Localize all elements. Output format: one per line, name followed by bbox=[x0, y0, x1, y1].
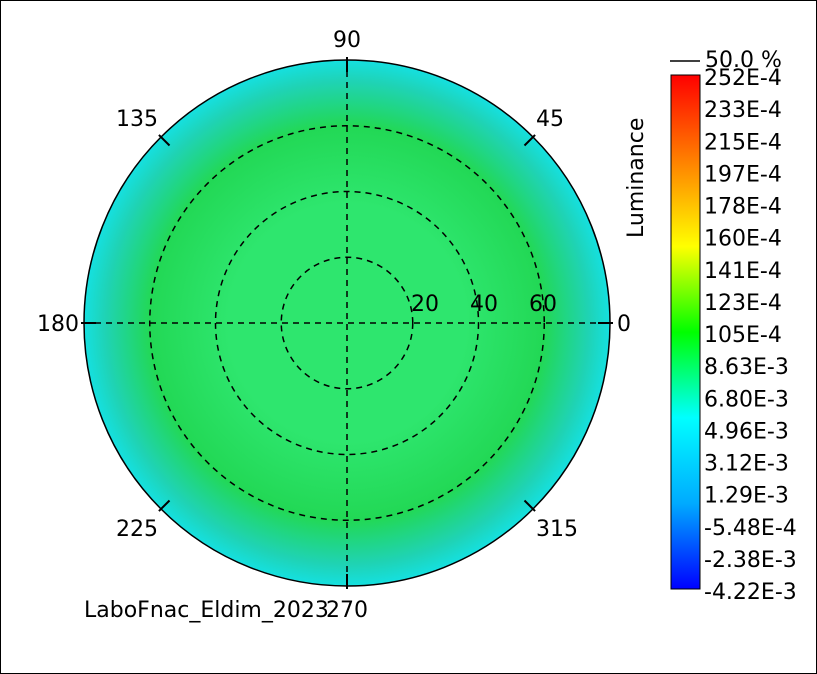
colorbar-tick-label: 252E-4 bbox=[704, 66, 782, 91]
azimuth-label-0: 0 bbox=[617, 312, 631, 337]
azimuth-label-315: 315 bbox=[536, 517, 578, 542]
radial-ring-40 bbox=[214, 190, 480, 456]
colorbar-tick-labels: 252E-4 233E-4 215E-4 197E-4 178E-4 160E-4 141E… bbox=[704, 66, 797, 605]
colorbar-tick-label: 6.80E-3 bbox=[704, 387, 789, 412]
colorbar bbox=[670, 74, 701, 590]
colorbar-title: Luminance bbox=[624, 118, 649, 238]
colorbar-tick-label: -4.22E-3 bbox=[704, 580, 797, 605]
polar-grid bbox=[84, 60, 610, 586]
colorbar-tick-label: -5.48E-4 bbox=[704, 516, 797, 541]
azimuth-label-180: 180 bbox=[37, 312, 79, 337]
azimuth-ticks bbox=[81, 57, 613, 589]
colorbar-tick-label: 3.12E-3 bbox=[704, 452, 789, 477]
colorbar-tick-label: 123E-4 bbox=[704, 291, 782, 316]
azimuth-label-90: 90 bbox=[333, 28, 361, 53]
colorbar-tick-label: 197E-4 bbox=[704, 162, 782, 187]
colorbar-top-label: 50.0 % bbox=[705, 48, 782, 73]
azimuth-label-45: 45 bbox=[536, 107, 564, 132]
colorbar-tick-label: 215E-4 bbox=[704, 130, 782, 155]
azimuth-tick-45 bbox=[523, 134, 536, 147]
azimuth-tick-315 bbox=[523, 499, 536, 512]
colorbar-tick-label: 160E-4 bbox=[704, 227, 782, 252]
azimuth-tick-135 bbox=[158, 134, 171, 147]
radial-label-60: 60 bbox=[529, 292, 557, 317]
colorbar-tick-label: 1.29E-3 bbox=[704, 484, 789, 509]
footer-text: LaboFnac_Eldim_2023 bbox=[84, 598, 329, 623]
azimuth-label-270: 270 bbox=[326, 598, 368, 623]
colorbar-tick-label: 141E-4 bbox=[704, 259, 782, 284]
azimuth-label-135: 135 bbox=[116, 107, 158, 132]
colorbar-tick-label: 8.63E-3 bbox=[704, 355, 789, 380]
radial-ring-20 bbox=[280, 256, 414, 390]
colorbar-tick-label: -2.38E-3 bbox=[704, 548, 797, 573]
azimuth-tick-225 bbox=[158, 499, 171, 512]
radial-label-40: 40 bbox=[470, 292, 498, 317]
azimuth-label-225: 225 bbox=[116, 517, 158, 542]
colorbar-tick-label: 233E-4 bbox=[704, 98, 782, 123]
radial-ring-60 bbox=[149, 125, 545, 521]
radial-label-20: 20 bbox=[411, 292, 439, 317]
colorbar-tick-label: 105E-4 bbox=[704, 323, 782, 348]
colorbar-tick-label: 4.96E-3 bbox=[704, 419, 789, 444]
colorbar-tick-label: 178E-4 bbox=[704, 195, 782, 220]
